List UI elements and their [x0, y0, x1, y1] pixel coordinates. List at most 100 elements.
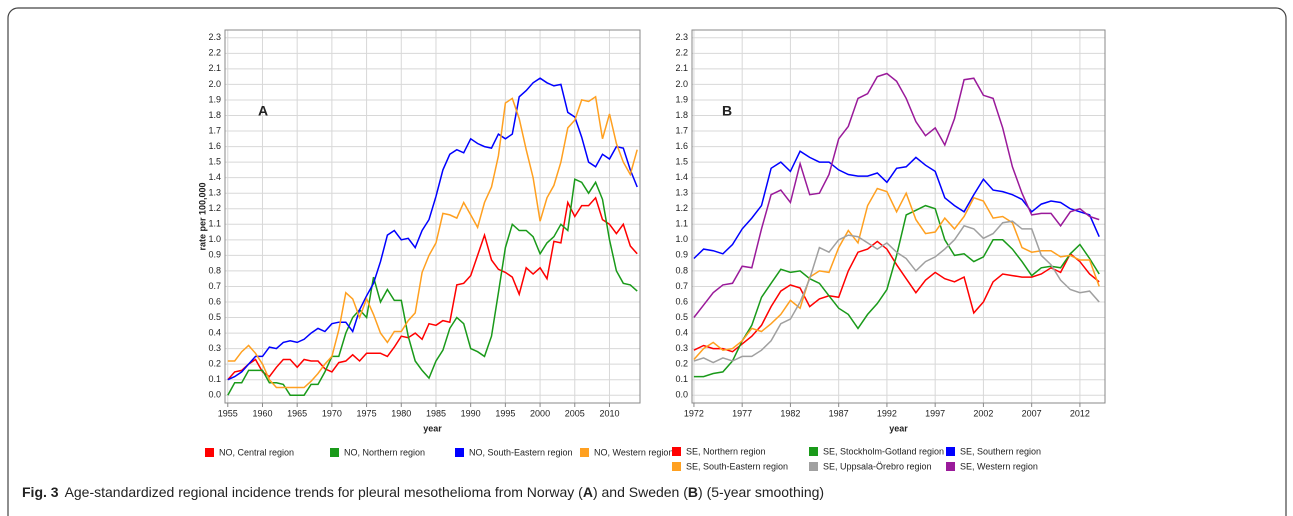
legend-label: SE, Northern region	[686, 446, 766, 456]
y-tick-label: 2.1	[208, 63, 221, 73]
y-tick-label: 0.9	[208, 250, 221, 260]
legend-label: SE, Stockholm-Gotland region	[823, 446, 944, 456]
legend-label: SE, Western region	[960, 461, 1038, 471]
legend-swatch	[946, 462, 955, 471]
x-tick-label: 2010	[599, 408, 619, 418]
x-tick-label: 1977	[732, 408, 752, 418]
y-tick-label: 0.3	[208, 343, 221, 353]
x-tick-label: 1997	[925, 408, 945, 418]
x-axis-label: year	[423, 423, 442, 433]
y-tick-label: 0.9	[675, 250, 688, 260]
y-tick-label: 0.8	[208, 265, 221, 275]
x-tick-label: 2012	[1070, 408, 1090, 418]
x-tick-label: 1970	[322, 408, 342, 418]
y-tick-label: 1.9	[208, 94, 221, 104]
caption-text: ) and Sweden (	[593, 484, 688, 500]
annotation: A	[258, 103, 268, 119]
y-tick-label: 1.7	[675, 125, 688, 135]
y-tick-label: 0.2	[208, 359, 221, 369]
x-tick-label: 1990	[461, 408, 481, 418]
y-tick-label: 1.0	[208, 234, 221, 244]
y-tick-label: 1.0	[675, 234, 688, 244]
line-series	[227, 178, 638, 396]
line-series	[227, 77, 638, 381]
legend-label: NO, South-Eastern region	[469, 447, 573, 457]
y-tick-label: 1.4	[675, 172, 688, 182]
line-series	[227, 95, 638, 389]
y-tick-label: 0.1	[208, 374, 221, 384]
legend-swatch	[205, 448, 214, 457]
x-tick-label: 2002	[973, 408, 993, 418]
y-tick-label: 1.3	[675, 188, 688, 198]
legend-swatch	[809, 447, 818, 456]
legend-label: SE, Southern region	[960, 446, 1041, 456]
line-series	[693, 220, 1100, 364]
y-tick-label: 0.8	[675, 265, 688, 275]
legend-label: NO, Western region	[594, 447, 673, 457]
x-tick-label: 1975	[357, 408, 377, 418]
y-tick-label: 2.2	[675, 48, 688, 58]
legend-swatch	[672, 462, 681, 471]
caption-text: ) (5-year smoothing)	[698, 484, 824, 500]
y-tick-label: 2.3	[208, 32, 221, 42]
legend-label: NO, Northern region	[344, 447, 425, 457]
line-series	[227, 196, 638, 381]
y-tick-label: 1.1	[675, 219, 688, 229]
y-tick-label: 0.4	[208, 327, 221, 337]
y-tick-label: 1.4	[208, 172, 221, 182]
plot-frame	[691, 29, 1106, 404]
x-axis-label: year	[889, 423, 908, 433]
caption: Fig. 3 Age-standardized regional incidenc…	[22, 484, 824, 500]
line-series	[693, 240, 1100, 353]
y-tick-label: 1.8	[208, 110, 221, 120]
y-tick-label: 2.3	[675, 32, 688, 42]
y-tick-label: 0.6	[675, 296, 688, 306]
line-series	[693, 150, 1100, 260]
line-series	[693, 72, 1100, 318]
y-tick-label: 0.6	[208, 296, 221, 306]
y-tick-label: 2.0	[208, 79, 221, 89]
x-tick-label: 1985	[426, 408, 446, 418]
line-series	[693, 204, 1100, 378]
y-tick-label: 0.5	[675, 312, 688, 322]
y-tick-label: 1.5	[675, 156, 688, 166]
y-tick-label: 0.4	[675, 327, 688, 337]
caption-text: Age-standardized regional incidence tren…	[65, 484, 584, 500]
x-tick-label: 1960	[252, 408, 272, 418]
legend-label: SE, Uppsala-Örebro region	[823, 461, 932, 471]
caption-text: B	[688, 484, 698, 500]
y-tick-label: 1.1	[208, 219, 221, 229]
y-tick-label: 1.9	[675, 94, 688, 104]
y-tick-label: 0.0	[675, 390, 688, 400]
x-tick-label: 1987	[829, 408, 849, 418]
caption-label: Fig. 3	[22, 484, 59, 500]
y-tick-label: 0.2	[675, 359, 688, 369]
y-axis-label: rate per 100,000	[197, 182, 207, 250]
y-tick-label: 0.0	[208, 390, 221, 400]
x-tick-label: 2000	[530, 408, 550, 418]
x-tick-label: 1992	[877, 408, 897, 418]
y-tick-label: 2.0	[675, 79, 688, 89]
line-series	[693, 187, 1100, 360]
y-tick-label: 1.2	[208, 203, 221, 213]
x-tick-label: 2007	[1022, 408, 1042, 418]
x-tick-label: 1955	[218, 408, 238, 418]
x-tick-label: 2005	[565, 408, 585, 418]
legend-label: SE, South-Eastern region	[686, 461, 788, 471]
x-tick-label: 1965	[287, 408, 307, 418]
y-tick-label: 1.6	[675, 141, 688, 151]
legend-swatch	[672, 447, 681, 456]
plot-frame	[224, 29, 641, 404]
y-tick-label: 0.7	[675, 281, 688, 291]
legend-swatch	[330, 448, 339, 457]
x-tick-label: 1980	[391, 408, 411, 418]
y-tick-label: 1.5	[208, 156, 221, 166]
legend-swatch	[455, 448, 464, 457]
y-tick-label: 0.5	[208, 312, 221, 322]
x-tick-label: 1972	[684, 408, 704, 418]
x-tick-label: 1995	[495, 408, 515, 418]
y-tick-label: 1.7	[208, 125, 221, 135]
y-tick-label: 1.6	[208, 141, 221, 151]
y-tick-label: 2.2	[208, 48, 221, 58]
